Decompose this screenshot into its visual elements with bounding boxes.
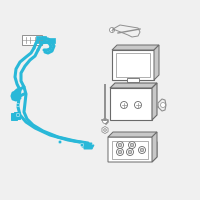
FancyBboxPatch shape xyxy=(47,38,55,43)
Circle shape xyxy=(110,27,114,32)
FancyBboxPatch shape xyxy=(12,92,19,99)
Polygon shape xyxy=(82,143,92,147)
Polygon shape xyxy=(14,112,20,119)
Circle shape xyxy=(128,142,136,148)
Circle shape xyxy=(160,102,166,108)
Polygon shape xyxy=(152,132,157,162)
Circle shape xyxy=(116,142,124,148)
Circle shape xyxy=(58,140,62,144)
Circle shape xyxy=(80,143,84,147)
Circle shape xyxy=(118,150,122,154)
Circle shape xyxy=(138,146,146,154)
Circle shape xyxy=(16,113,20,117)
Polygon shape xyxy=(110,83,157,88)
Circle shape xyxy=(140,148,144,152)
Polygon shape xyxy=(11,113,17,120)
Polygon shape xyxy=(154,45,159,80)
Circle shape xyxy=(134,102,142,108)
Circle shape xyxy=(16,103,20,107)
Circle shape xyxy=(104,129,106,132)
Polygon shape xyxy=(112,50,154,80)
Circle shape xyxy=(130,143,134,147)
Polygon shape xyxy=(108,137,157,162)
Polygon shape xyxy=(108,132,157,137)
FancyBboxPatch shape xyxy=(36,36,46,43)
Circle shape xyxy=(118,143,122,147)
FancyBboxPatch shape xyxy=(22,35,42,45)
FancyBboxPatch shape xyxy=(127,78,139,82)
Polygon shape xyxy=(152,83,157,120)
Circle shape xyxy=(116,148,124,156)
Circle shape xyxy=(120,102,128,108)
Circle shape xyxy=(127,148,134,156)
Circle shape xyxy=(128,150,132,154)
Polygon shape xyxy=(110,88,152,120)
Polygon shape xyxy=(112,45,159,50)
Polygon shape xyxy=(84,145,94,149)
Circle shape xyxy=(102,118,108,123)
